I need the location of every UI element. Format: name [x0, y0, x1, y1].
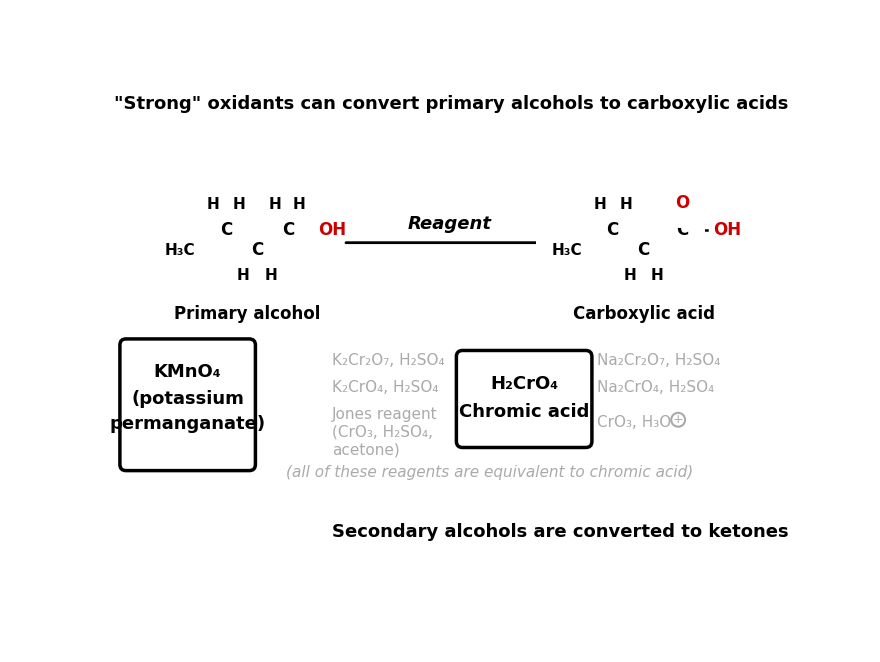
Text: C: C — [251, 242, 263, 260]
Text: Jones reagent: Jones reagent — [332, 407, 437, 422]
Text: K₂Cr₂O₇, H₂SO₄: K₂Cr₂O₇, H₂SO₄ — [332, 353, 444, 368]
Text: permanganate): permanganate) — [110, 415, 266, 434]
Text: KMnO₄: KMnO₄ — [154, 363, 222, 381]
Text: H: H — [237, 268, 249, 283]
Text: H: H — [265, 268, 277, 283]
Text: Secondary alcohols are converted to ketones: Secondary alcohols are converted to keto… — [332, 523, 788, 542]
Text: H₂CrO₄: H₂CrO₄ — [490, 375, 558, 393]
FancyBboxPatch shape — [457, 350, 592, 448]
Text: Na₂CrO₄, H₂SO₄: Na₂CrO₄, H₂SO₄ — [598, 380, 715, 395]
FancyBboxPatch shape — [120, 339, 255, 471]
Text: H: H — [623, 268, 636, 283]
Text: C: C — [282, 220, 294, 238]
Text: H: H — [268, 197, 281, 212]
Text: acetone): acetone) — [332, 442, 400, 457]
Text: CrO₃, H₃O: CrO₃, H₃O — [598, 414, 671, 430]
Text: C: C — [637, 242, 649, 260]
Text: H₃C: H₃C — [165, 243, 195, 258]
Text: O: O — [675, 194, 689, 212]
Text: H: H — [620, 197, 632, 212]
Text: H: H — [651, 268, 664, 283]
Text: C: C — [606, 220, 619, 238]
Text: K₂CrO₄, H₂SO₄: K₂CrO₄, H₂SO₄ — [332, 380, 438, 395]
Text: (potassium: (potassium — [131, 390, 244, 408]
Text: OH: OH — [713, 220, 741, 238]
Text: H: H — [593, 197, 606, 212]
Text: "Strong" oxidants can convert primary alcohols to carboxylic acids: "Strong" oxidants can convert primary al… — [114, 95, 788, 113]
Text: Reagent: Reagent — [407, 215, 491, 233]
Text: H: H — [233, 197, 246, 212]
Text: H: H — [207, 197, 219, 212]
Text: Primary alcohol: Primary alcohol — [173, 305, 320, 323]
Text: +: + — [673, 413, 684, 426]
Text: (all of these reagents are equivalent to chromic acid): (all of these reagents are equivalent to… — [286, 465, 693, 480]
Text: C: C — [220, 220, 232, 238]
Text: Na₂Cr₂O₇, H₂SO₄: Na₂Cr₂O₇, H₂SO₄ — [598, 353, 721, 368]
Text: H: H — [292, 197, 304, 212]
Text: OH: OH — [319, 220, 347, 238]
Text: H₃C: H₃C — [551, 243, 582, 258]
Text: C: C — [676, 220, 688, 238]
Text: (CrO₃, H₂SO₄,: (CrO₃, H₂SO₄, — [332, 424, 433, 440]
Text: Chromic acid: Chromic acid — [459, 403, 590, 421]
Text: Carboxylic acid: Carboxylic acid — [573, 305, 715, 323]
